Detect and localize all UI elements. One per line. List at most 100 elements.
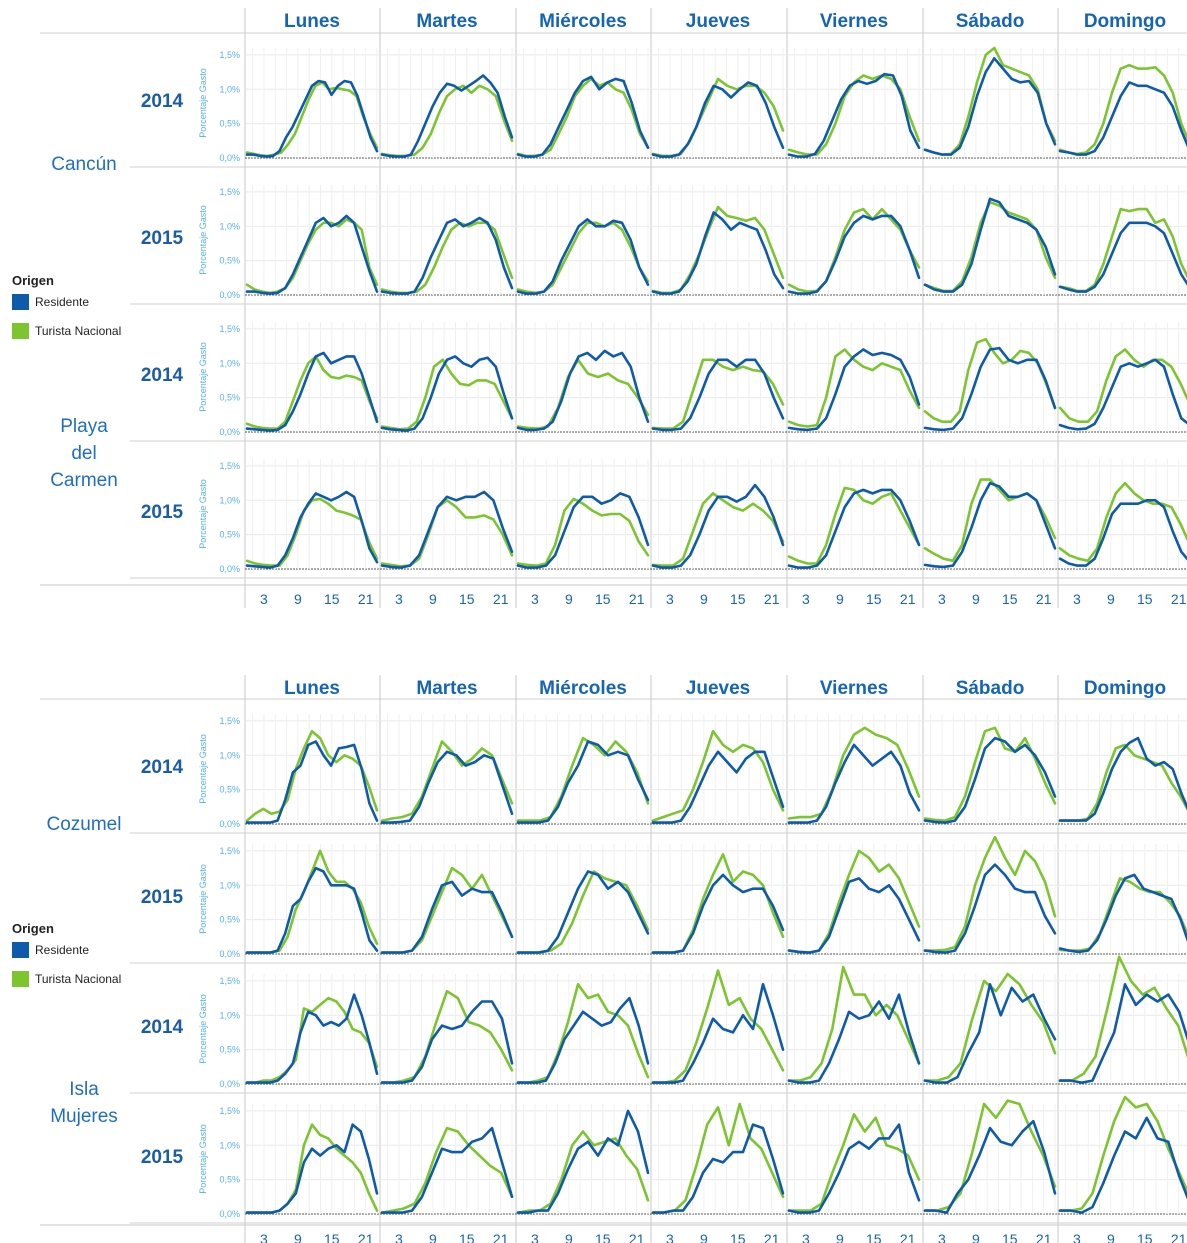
y-tick-label: 1,5%: [219, 461, 240, 471]
series-line-turista-nacional: [787, 726, 921, 820]
y-tick-label: 0,5%: [219, 119, 240, 129]
series-line-residente: [516, 996, 650, 1084]
series-line-turista-nacional: [245, 1123, 379, 1214]
y-tick-label: 1,0%: [219, 1010, 240, 1020]
x-tick-label: 9: [972, 1231, 980, 1243]
x-tick-label: 9: [700, 591, 708, 607]
x-tick-label: 21: [900, 591, 916, 607]
series-line-turista-nacional: [516, 497, 650, 567]
series-line-residente: [923, 863, 1057, 954]
y-tick-label: 0,5%: [219, 915, 240, 925]
y-tick-label: 0,5%: [219, 530, 240, 540]
x-tick-label: 9: [700, 1231, 708, 1243]
y-tick-label: 1,5%: [219, 1106, 240, 1116]
x-tick-label: 21: [358, 591, 374, 607]
city-label: Mujeres: [50, 1106, 118, 1127]
x-tick-label: 9: [429, 1231, 437, 1243]
x-tick-label: 3: [531, 591, 539, 607]
x-tick-label: 9: [836, 1231, 844, 1243]
x-tick-label: 3: [802, 1231, 810, 1243]
y-tick-label: 0,0%: [219, 290, 240, 300]
y-tick-label: 0,5%: [219, 785, 240, 795]
series-line-turista-nacional: [380, 740, 514, 822]
series-line-turista-nacional: [651, 969, 785, 1084]
day-header: Viernes: [820, 678, 888, 699]
x-tick-label: 3: [938, 1231, 946, 1243]
series-line-turista-nacional: [651, 1102, 785, 1214]
x-tick-label: 21: [764, 591, 780, 607]
series-line-residente: [380, 216, 514, 295]
series-line-turista-nacional: [1058, 348, 1187, 423]
series-line-turista-nacional: [651, 205, 785, 295]
day-header: Martes: [416, 11, 477, 32]
y-axis-label: Porcentaje Gasto: [198, 994, 208, 1064]
city-label: Cancún: [51, 154, 117, 175]
year-label: 2015: [141, 228, 184, 249]
y-tick-label: 0,5%: [219, 393, 240, 403]
x-tick-label: 21: [764, 1231, 780, 1243]
y-tick-label: 1,0%: [219, 495, 240, 505]
series-line-residente: [923, 983, 1057, 1084]
legend-title: Origen: [12, 273, 54, 288]
series-line-residente: [787, 743, 921, 824]
series-line-residente: [245, 214, 379, 295]
series-line-residente: [787, 72, 921, 158]
series-line-residente: [245, 79, 379, 158]
x-tick-label: 15: [1002, 591, 1018, 607]
y-axis-label: Porcentaje Gasto: [198, 68, 208, 138]
y-tick-label: 0,0%: [219, 153, 240, 163]
x-tick-label: 15: [1137, 1231, 1153, 1243]
x-tick-label: 21: [629, 1231, 645, 1243]
y-tick-label: 0,0%: [219, 427, 240, 437]
day-header: Sábado: [956, 678, 1025, 699]
series-line-turista-nacional: [380, 499, 514, 568]
day-header: Martes: [416, 678, 477, 699]
series-line-residente: [1058, 736, 1187, 822]
day-header: Domingo: [1084, 11, 1166, 32]
series-line-residente: [923, 481, 1057, 569]
series-line-turista-nacional: [923, 835, 1057, 952]
series-line-turista-nacional: [1058, 743, 1187, 822]
x-tick-label: 15: [1137, 591, 1153, 607]
series-line-residente: [787, 348, 921, 432]
series-line-residente: [245, 490, 379, 569]
series-line-turista-nacional: [380, 866, 514, 954]
series-line-residente: [1058, 983, 1187, 1084]
series-line-residente: [380, 750, 514, 824]
year-label: 2014: [141, 91, 184, 112]
x-tick-label: 15: [459, 1231, 475, 1243]
chart-block-2: Lunes Martes Miércoles Jueves Viernes Sábado D…: [12, 675, 1187, 1243]
series-line-residente: [787, 214, 921, 295]
day-header: Miércoles: [539, 11, 627, 32]
y-tick-label: 1,5%: [219, 716, 240, 726]
x-tick-label: 15: [324, 1231, 340, 1243]
series-line-turista-nacional: [651, 729, 785, 822]
series-line-residente: [245, 1123, 379, 1214]
series-line-turista-nacional: [651, 77, 785, 158]
x-tick-label: 3: [1073, 1231, 1081, 1243]
series-line-residente: [245, 866, 379, 954]
series-line-turista-nacional: [787, 348, 921, 428]
y-axis-label: Porcentaje Gasto: [198, 205, 208, 275]
x-tick-label: 21: [1171, 591, 1187, 607]
y-tick-label: 1,5%: [219, 846, 240, 856]
series-line-residente: [516, 349, 650, 432]
legend-label: Residente: [35, 295, 89, 309]
series-line-residente: [651, 211, 785, 295]
x-tick-label: 9: [1107, 1231, 1115, 1243]
series-line-turista-nacional: [516, 983, 650, 1084]
series-line-residente: [380, 1000, 514, 1084]
x-tick-label: 9: [294, 591, 302, 607]
x-tick-label: 3: [531, 1231, 539, 1243]
y-tick-label: 0,5%: [219, 1175, 240, 1185]
series-line-residente: [651, 483, 785, 569]
day-header: Lunes: [284, 678, 340, 699]
y-tick-label: 0,0%: [219, 1079, 240, 1089]
x-tick-label: 3: [260, 591, 268, 607]
series-line-residente: [380, 1126, 514, 1214]
series-line-residente: [651, 983, 785, 1084]
series-line-turista-nacional: [1058, 207, 1187, 293]
x-tick-label: 15: [730, 1231, 746, 1243]
